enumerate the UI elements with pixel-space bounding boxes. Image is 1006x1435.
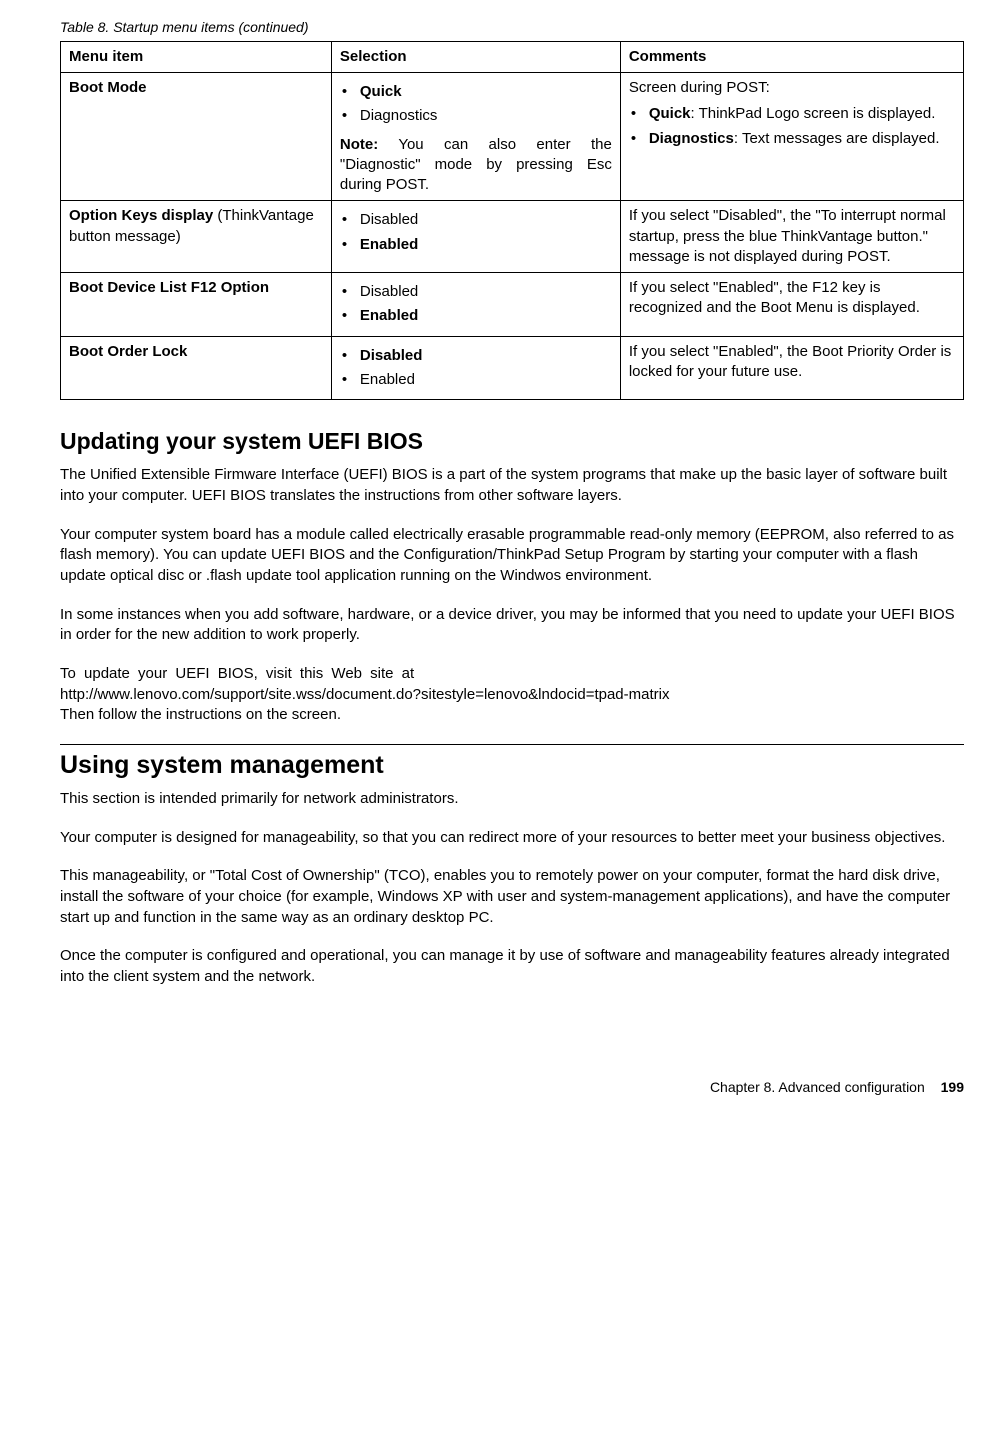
selection-item: Quick (340, 82, 612, 102)
selection-item: Enabled (340, 306, 612, 326)
section-heading-sysmgmt: Using system management (60, 744, 964, 783)
menu-item-cell: Boot Device List F12 Option (61, 273, 332, 337)
footer-chapter: Chapter 8. Advanced configuration (710, 1079, 925, 1095)
body-paragraph: This manageability, or "Total Cost of Ow… (60, 866, 964, 928)
selection-cell: Quick Diagnostics Note: You can also ent… (331, 73, 620, 201)
body-paragraph: Your computer system board has a module … (60, 525, 964, 587)
table-row: Option Keys display (ThinkVantage button… (61, 201, 964, 273)
selection-item: Disabled (340, 282, 612, 302)
comment-item: Diagnostics: Text messages are displayed… (629, 129, 955, 149)
body-paragraph: The Unified Extensible Firmware Interfac… (60, 465, 964, 506)
selection-item: Disabled (340, 210, 612, 230)
table-row: Boot Order Lock Disabled Enabled If you … (61, 336, 964, 400)
selection-item: Diagnostics (340, 106, 612, 126)
table-header: Selection (331, 41, 620, 72)
body-paragraph: Once the computer is configured and oper… (60, 946, 964, 987)
update-intro-line: To update your UEFI BIOS, visit this Web… (60, 665, 414, 682)
menu-item-cell: Boot Order Lock (61, 336, 332, 400)
body-paragraph: Your computer is designed for manageabil… (60, 828, 964, 849)
table-row: Boot Device List F12 Option Disabled Ena… (61, 273, 964, 337)
body-paragraph: This section is intended primarily for n… (60, 789, 964, 810)
menu-item-cell: Boot Mode (61, 73, 332, 201)
selection-cell: Disabled Enabled (331, 201, 620, 273)
selection-note: Note: You can also enter the "Diagnostic… (340, 135, 612, 196)
body-paragraph: To update your UEFI BIOS, visit this Web… (60, 664, 964, 726)
table-header: Menu item (61, 41, 332, 72)
update-follow-line: Then follow the instructions on the scre… (60, 706, 341, 723)
comments-cell: Screen during POST: Quick: ThinkPad Logo… (620, 73, 963, 201)
page-footer: Chapter 8. Advanced configuration 199 (60, 1078, 964, 1097)
comment-lead: Screen during POST: (629, 78, 955, 98)
table-caption: Table 8. Startup menu items (continued) (60, 18, 964, 37)
footer-page-number: 199 (941, 1079, 964, 1095)
table-header: Comments (620, 41, 963, 72)
comment-item: Quick: ThinkPad Logo screen is displayed… (629, 104, 955, 124)
selection-cell: Disabled Enabled (331, 336, 620, 400)
table-header-row: Menu item Selection Comments (61, 41, 964, 72)
selection-item: Enabled (340, 235, 612, 255)
menu-item-cell: Option Keys display (ThinkVantage button… (61, 201, 332, 273)
update-url: http://www.lenovo.com/support/site.wss/d… (60, 686, 669, 703)
section-heading-uefi: Updating your system UEFI BIOS (60, 426, 964, 457)
selection-item: Enabled (340, 370, 612, 390)
table-row: Boot Mode Quick Diagnostics Note: You ca… (61, 73, 964, 201)
body-paragraph: In some instances when you add software,… (60, 605, 964, 646)
selection-cell: Disabled Enabled (331, 273, 620, 337)
startup-menu-table: Menu item Selection Comments Boot Mode Q… (60, 41, 964, 400)
comments-cell: If you select "Enabled", the F12 key is … (620, 273, 963, 337)
selection-item: Disabled (340, 346, 612, 366)
comments-cell: If you select "Enabled", the Boot Priori… (620, 336, 963, 400)
comments-cell: If you select "Disabled", the "To interr… (620, 201, 963, 273)
